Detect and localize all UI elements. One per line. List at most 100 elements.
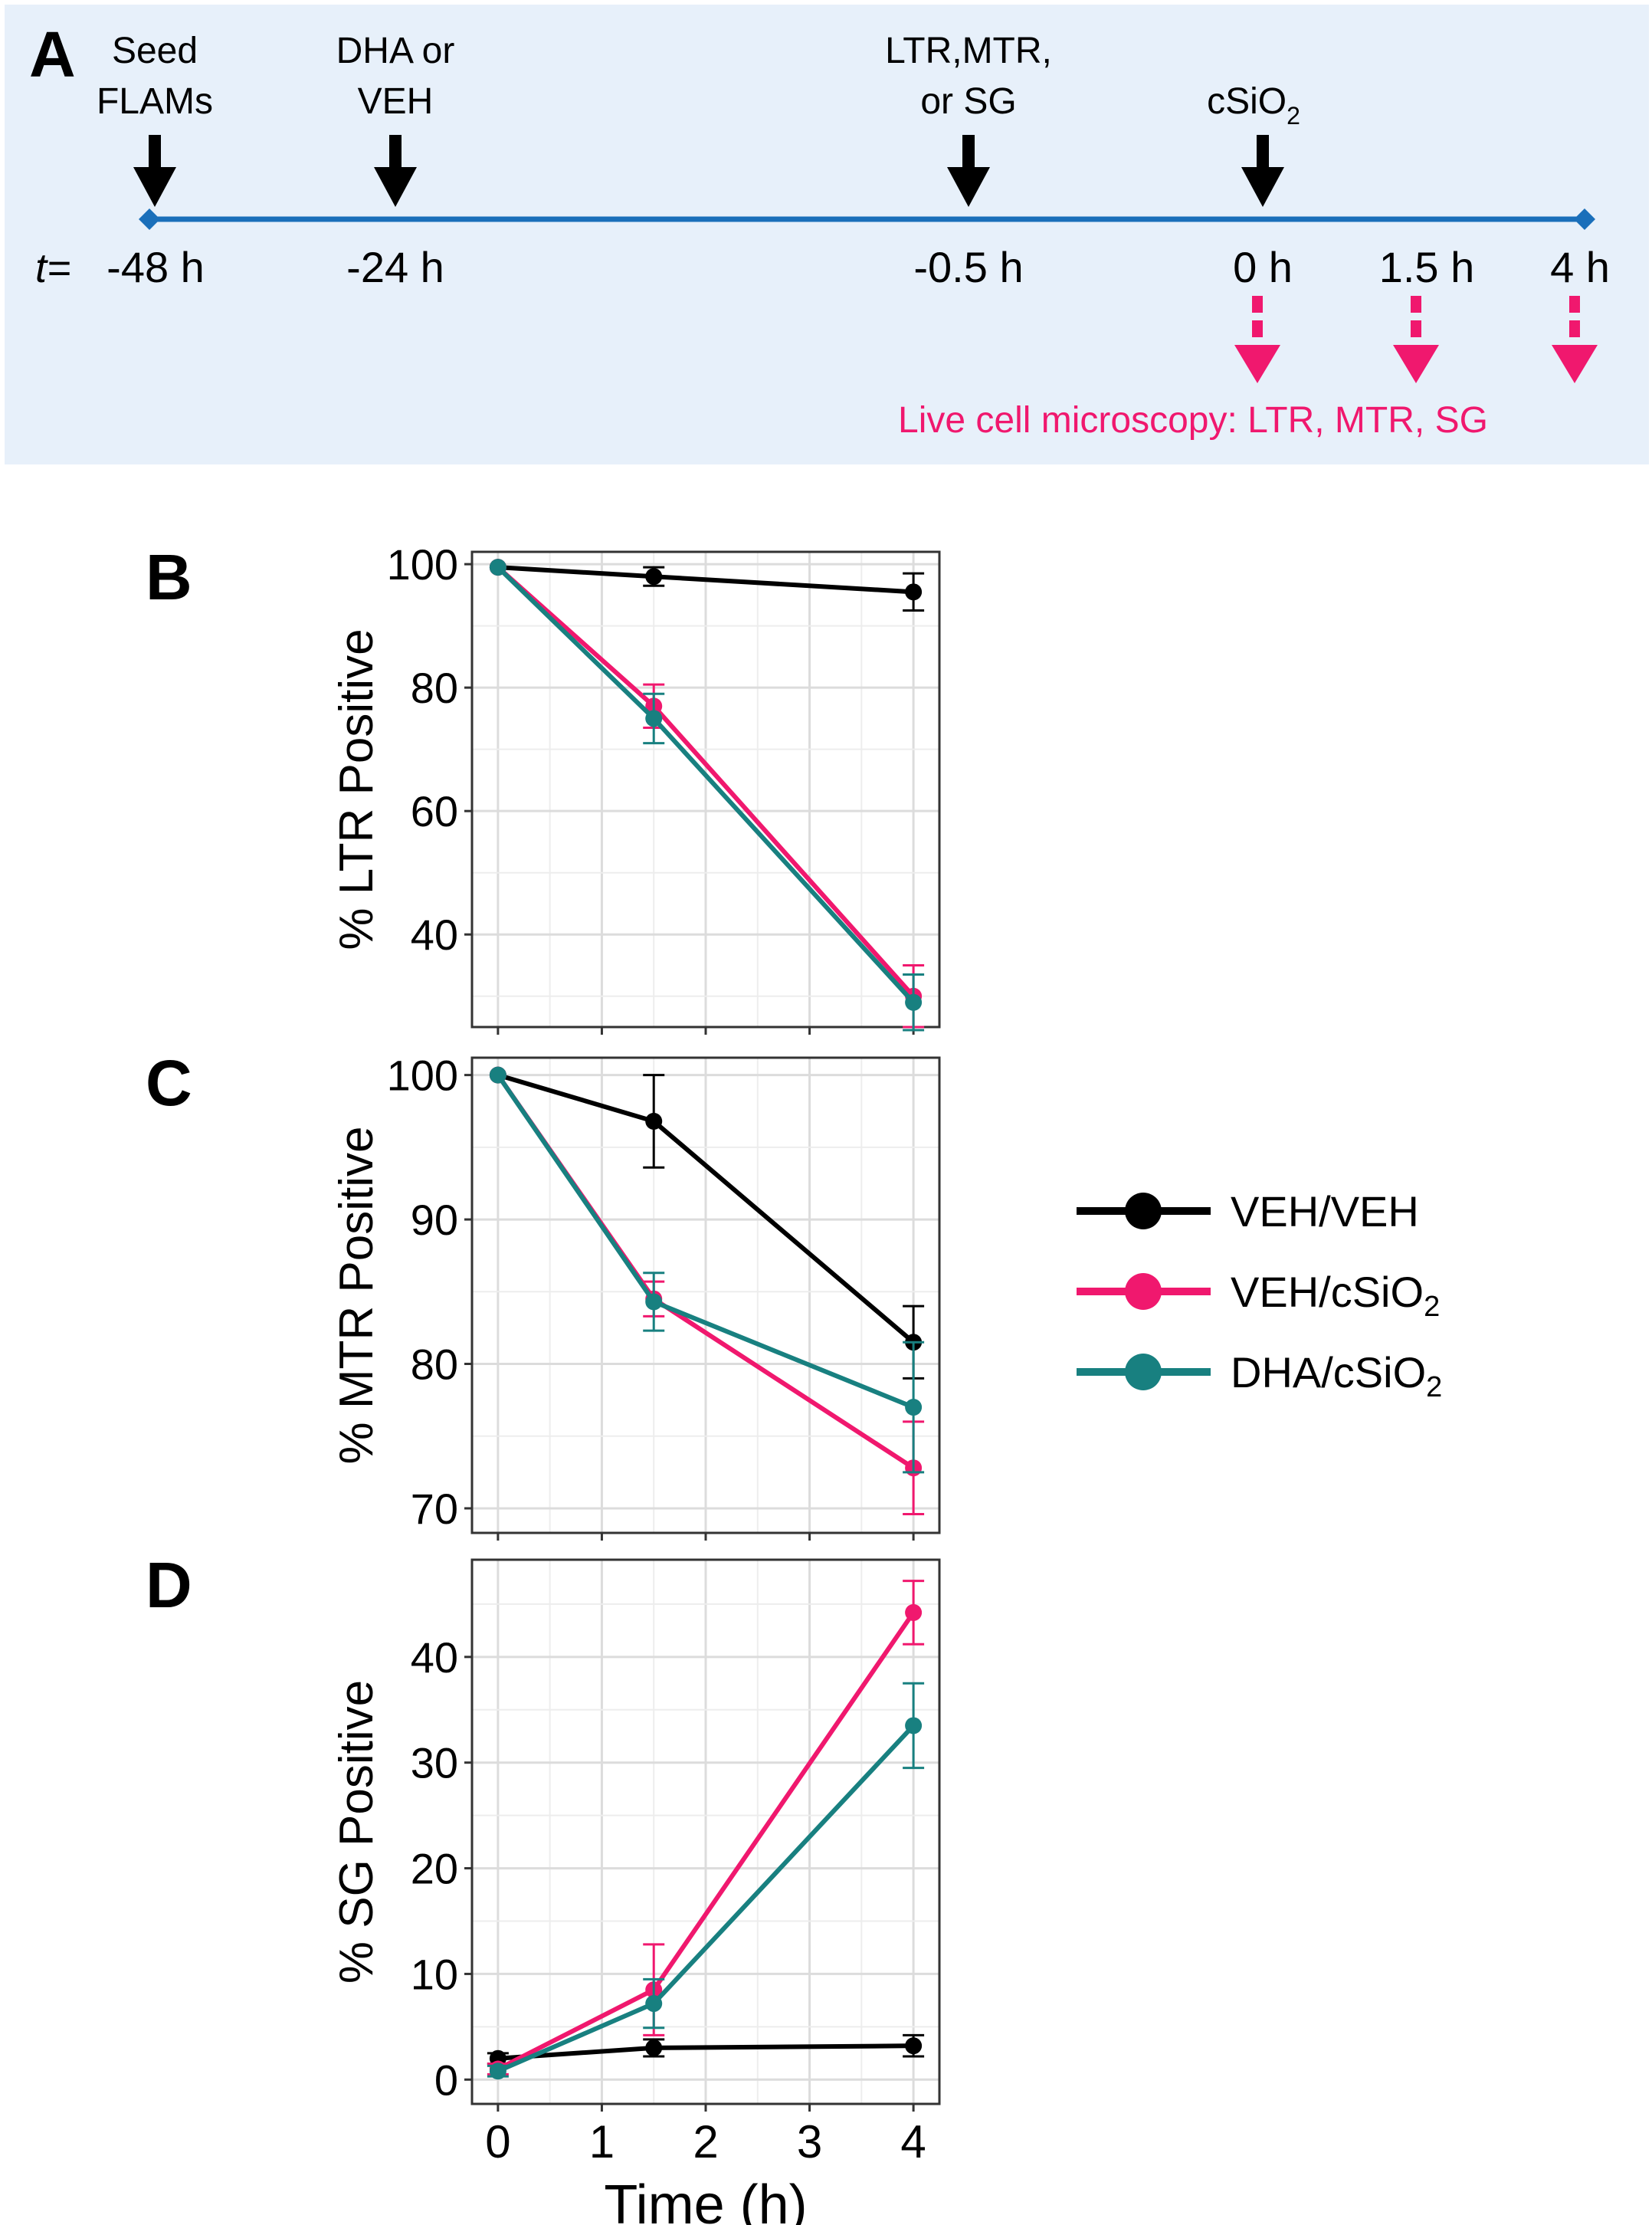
event-label-line: FLAMs [97, 81, 213, 122]
legend-label: VEH/VEH [1231, 1187, 1419, 1236]
microscopy-arrow-icon [1234, 296, 1280, 383]
data-point [905, 1717, 923, 1734]
data-point [905, 993, 923, 1011]
timeline-event-3: cSiO2 0 h [1207, 81, 1300, 383]
panel-label-d: D [146, 1549, 192, 1621]
data-point [489, 559, 506, 576]
legend-marker [1125, 1273, 1162, 1310]
data-point [489, 2063, 506, 2080]
t-prefix: t= [35, 245, 71, 291]
event-time-label: -0.5 h [913, 243, 1023, 291]
timeline-events: Seed FLAMs -48 h DHA or VEH -24 h LTR,MTR, or S… [97, 31, 1610, 383]
series-dha_csio2 [489, 559, 925, 1032]
y-tick-label: 80 [411, 664, 458, 712]
data-point [645, 1112, 663, 1130]
panel-label-c: C [146, 1047, 192, 1119]
timeline-event-2: LTR,MTR, or SG -0.5 h [885, 31, 1052, 291]
legend: VEH/VEH VEH/cSiO2 DHA/cSiO2 [1077, 1187, 1442, 1403]
data-point [905, 1603, 923, 1621]
panel-label-b: B [146, 541, 192, 613]
timeline-event-5: 4 h [1550, 243, 1610, 383]
legend-entry-veh_veh: VEH/VEH [1077, 1187, 1419, 1236]
y-axis-label: % LTR Positive [330, 628, 383, 950]
legend-label-subscript: 2 [1426, 1371, 1442, 1403]
event-time-label: -24 h [346, 243, 444, 291]
event-time-label: 1.5 h [1379, 243, 1475, 291]
data-point [645, 710, 663, 727]
timeline-end-marker [1574, 208, 1595, 230]
microscopy-label: Live cell microscopy: LTR, MTR, SG [898, 400, 1488, 441]
y-tick-label: 40 [411, 1633, 458, 1682]
dash-segment [1252, 320, 1263, 337]
x-axis-label: Time (h) [604, 2174, 807, 2225]
down-arrow-icon [133, 135, 176, 207]
event-time-label: -48 h [107, 243, 205, 291]
legend-label: DHA/cSiO2 [1231, 1348, 1442, 1403]
series-veh_veh [487, 2033, 925, 2067]
data-point [645, 1293, 663, 1311]
dash-segment [1411, 296, 1421, 313]
y-tick-label: 0 [434, 2056, 458, 2104]
chart-panel-b: 40 60 80 100% LTR Positive B [146, 540, 941, 1035]
y-tick-label: 80 [411, 1341, 458, 1389]
legend-label-subscript: 2 [1424, 1291, 1440, 1323]
legend-marker [1125, 1193, 1162, 1229]
y-tick-label: 30 [411, 1739, 458, 1787]
timeline-background [5, 5, 1649, 464]
arrow-head [1393, 345, 1439, 383]
legend-marker [1125, 1354, 1162, 1390]
y-tick-label: 60 [411, 787, 458, 835]
legend-label: VEH/cSiO2 [1231, 1268, 1440, 1323]
gridlines [472, 552, 939, 1027]
down-arrow-icon [947, 135, 990, 207]
dash-segment [1411, 320, 1421, 337]
data-point [489, 1066, 506, 1084]
timeline-event-0: Seed FLAMs -48 h [97, 31, 213, 291]
down-arrow-icon [374, 135, 417, 207]
x-tick-label: 0 [485, 2116, 510, 2168]
timeline-event-4: 1.5 h [1379, 243, 1475, 383]
series-dha_csio2 [487, 1682, 925, 2080]
microscopy-arrow-icon [1552, 296, 1598, 383]
y-axis-label: % MTR Positive [330, 1127, 383, 1465]
x-tick-label: 1 [589, 2116, 615, 2168]
timeline-panel: A t= Seed FLAMs -48 h DHA or VEH -24 h LTR,MTR… [5, 5, 1649, 464]
x-tick-label: 3 [797, 2116, 822, 2168]
y-tick-label: 70 [411, 1485, 458, 1533]
chart-panel-c: 70 80 90 100% MTR Positive C [146, 1047, 941, 1541]
y-tick-label: 100 [387, 540, 458, 589]
y-tick-label: 40 [411, 911, 458, 959]
event-label-line: DHA or [336, 31, 455, 71]
y-tick-label: 100 [387, 1052, 458, 1100]
event-label-line: VEH [358, 81, 434, 122]
event-label-line: or SG [920, 81, 1016, 122]
legend-entry-dha_csio2: DHA/cSiO2 [1077, 1348, 1442, 1403]
event-time-label: 4 h [1550, 243, 1610, 291]
arrow-head [1552, 345, 1598, 383]
event-label-line: LTR,MTR, [885, 31, 1052, 71]
data-point [905, 2037, 923, 2055]
y-axis-label: % SG Positive [330, 1680, 383, 1984]
dash-segment [1569, 296, 1580, 313]
microscopy-arrow-icon [1393, 296, 1439, 383]
data-point [645, 2039, 663, 2056]
event-label-subscript: 2 [1287, 102, 1300, 130]
y-tick-label: 10 [411, 1950, 458, 1998]
event-label-line: cSiO2 [1207, 81, 1300, 130]
y-tick-label: 90 [411, 1196, 458, 1244]
gridlines [472, 1058, 939, 1533]
arrow-head [1234, 345, 1280, 383]
event-label-line: Seed [112, 31, 198, 71]
down-arrow-icon [1241, 135, 1284, 207]
timeline-start-marker [139, 208, 160, 230]
y-tick-label: 20 [411, 1845, 458, 1893]
legend-entry-veh_csio2: VEH/cSiO2 [1077, 1268, 1440, 1323]
x-tick-label: 4 [900, 2116, 926, 2168]
event-time-label: 0 h [1233, 243, 1293, 291]
data-point [645, 568, 663, 586]
chart-panel-d: 0 10 20 30 40 0 1 2 3 4 % SG Positive Time (h) D [146, 1549, 941, 2225]
x-tick-label: 2 [693, 2116, 718, 2168]
data-point [905, 583, 923, 601]
